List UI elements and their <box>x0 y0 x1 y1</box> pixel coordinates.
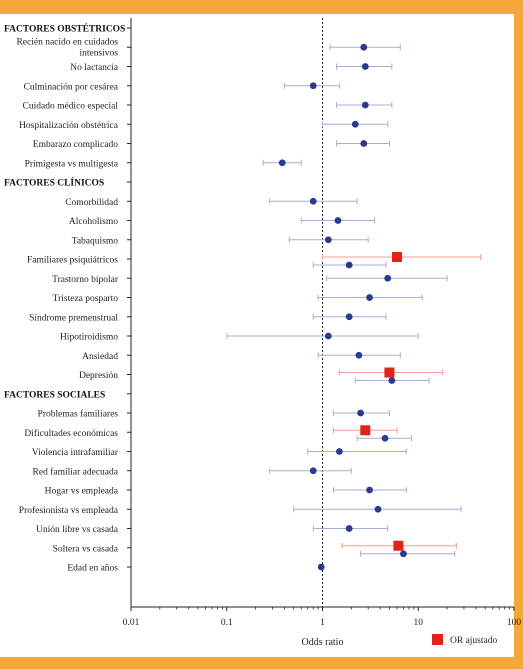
or-point-primigesta-vs-multigesta <box>278 159 286 167</box>
row-label-trastorno-bipolar: Trastorno bipolar <box>52 275 119 285</box>
or-point-culminacion-por-cesarea <box>309 82 317 90</box>
or-point-no-lactancia <box>361 63 369 70</box>
row-labels: FACTORES OBSTÉTRICOS Recién nacido en cui… <box>4 23 125 574</box>
row-label-sindrome-premenstrual: Síndrome premenstrual <box>29 313 118 323</box>
row-label-alcoholismo: Alcoholismo <box>69 217 118 227</box>
row-label-soltera-vs-casada: Soltera vs casada <box>53 544 119 554</box>
plot-axes: 0.01 0.1 1 10 100 Odds ratio <box>123 18 522 648</box>
row-label-comorbilidad: Comorbilidad <box>65 198 118 208</box>
or-point-cuidado-medico-especial <box>361 101 369 109</box>
adj-or-square-dificultades-economicas <box>360 425 371 436</box>
or-point-hospitalizacion-obstetrica <box>351 120 359 128</box>
x-tick-label: 0.01 <box>123 618 140 628</box>
x-axis-title: Odds ratio <box>302 637 344 648</box>
row-label-violencia-intrafamiliar: Violencia intrafamiliar <box>32 447 119 458</box>
bottom-accent-bar <box>0 657 523 669</box>
row-label-hogar-vs-empleada: Hogar vs empleada <box>45 487 119 497</box>
row-label-line: Recién nacido en cuidados <box>16 37 118 47</box>
or-point-hipotiroidismo <box>324 332 332 340</box>
x-tick-label: 100 <box>507 618 522 628</box>
x-tick-label: 1 <box>320 618 325 628</box>
row-label-hospitalizacion-obstetrica: Hospitalización obstétrica <box>19 121 119 131</box>
or-point-ansiedad <box>355 351 363 359</box>
row-label-culminacion-por-cesarea: Culminación por cesárea <box>24 82 119 92</box>
or-point-profesionista-vs-empleada <box>374 505 382 513</box>
or-point-hogar-vs-empleada <box>366 486 373 494</box>
or-point-tristeza-posparto <box>366 294 373 301</box>
row-label-familiares-psiquiatricos: Familiares psiquiátricos <box>27 256 118 266</box>
or-point-problemas-familiares <box>357 409 365 417</box>
section-heading-factores-clinicos: FACTORES CLÍNICOS <box>4 177 104 189</box>
row-label-red-familiar-adecuada: Red familiar adecuada <box>33 466 119 477</box>
legend: OR ajustado <box>432 634 497 646</box>
row-label-problemas-familiares: Problemas familiares <box>38 409 119 420</box>
row-label-embarazo-complicado: Embarazo complicado <box>33 140 118 150</box>
right-accent-bar <box>514 0 523 669</box>
or-point-recien-nacido-en-cuidados-intensivos <box>360 43 368 51</box>
section-heading-factores-sociales: FACTORES SOCIALES <box>4 390 105 400</box>
adj-or-square-soltera-vs-casada <box>393 540 404 551</box>
section-heading-factores-obstetricos: FACTORES OBSTÉTRICOS <box>4 23 125 35</box>
or-point-violencia-intrafamiliar <box>335 448 343 455</box>
or-point-union-libre-vs-casada <box>345 525 353 532</box>
row-label-cuidado-medico-especial: Cuidado médico especial <box>23 102 119 112</box>
row-label-edad-en-anos: Edad en años <box>67 564 118 574</box>
or-point-alcoholismo <box>334 217 342 224</box>
legend-label: OR ajustado <box>450 636 497 646</box>
row-label-no-lactancia: No lactancia <box>70 63 119 73</box>
or-point-tabaquismo <box>324 236 332 244</box>
adj-or-square-familiares-psiquiatricos <box>392 252 403 262</box>
or-point-comorbilidad <box>309 197 317 205</box>
or-point-embarazo-complicado <box>360 140 368 147</box>
or-point-depresion <box>388 377 396 384</box>
data-marks <box>226 43 482 571</box>
or-point-edad-en-anos <box>317 563 325 571</box>
row-label-line: intensivos <box>79 48 118 58</box>
row-label-profesionista-vs-empleada: Profesionista vs empleada <box>19 505 119 516</box>
row-label-recien-nacido-en-cuidados-intensivos: Recién nacido en cuidados intensivos <box>16 37 118 58</box>
or-point-soltera-vs-casada <box>400 550 407 558</box>
row-label-primigesta-vs-multigesta: Primigesta vs multigesta <box>25 159 119 169</box>
x-tick-label: 0.1 <box>221 618 233 628</box>
row-label-depresion: Depresión <box>79 371 118 381</box>
row-label-tabaquismo: Tabaquismo <box>72 236 119 246</box>
legend-swatch-square <box>432 634 443 645</box>
x-tick-label: 10 <box>414 618 424 628</box>
row-label-hipotiroidismo: Hipotiroidismo <box>60 333 118 343</box>
or-point-trastorno-bipolar <box>384 274 392 282</box>
or-point-dificultades-economicas <box>381 434 389 442</box>
or-point-sindrome-premenstrual <box>345 313 353 321</box>
top-accent-bar <box>0 0 523 14</box>
adj-or-square-depresion <box>384 367 395 378</box>
row-label-union-libre-vs-casada: Unión libre vs casada <box>36 525 119 535</box>
or-point-familiares-psiquiatricos <box>345 261 353 269</box>
row-label-dificultades-economicas: Dificultades económicas <box>24 428 118 439</box>
row-label-ansiedad: Ansiedad <box>82 352 118 362</box>
or-point-red-familiar-adecuada <box>309 467 317 475</box>
row-label-tristeza-posparto: Tristeza posparto <box>53 294 119 304</box>
